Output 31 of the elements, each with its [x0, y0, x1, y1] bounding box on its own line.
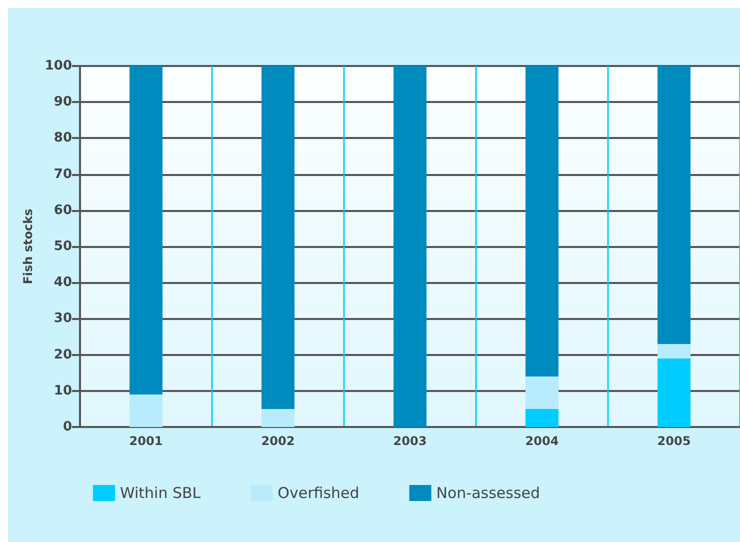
y-tick-label: 0 — [62, 420, 72, 434]
x-tick-label: 2002 — [261, 434, 295, 448]
bar — [526, 376, 558, 409]
bar — [394, 66, 426, 427]
bar — [658, 344, 690, 358]
y-tick-label: 70 — [54, 166, 72, 182]
y-tick-label: 60 — [54, 202, 72, 218]
y-tick-label: 30 — [54, 311, 72, 326]
y-tick-label: 100 — [44, 58, 72, 74]
x-tick-label: 2005 — [657, 434, 691, 448]
bar — [262, 408, 294, 427]
y-tick-label: 90 — [54, 94, 72, 110]
bar — [658, 358, 690, 427]
y-tick-label: 80 — [54, 130, 72, 146]
legend-label: Non-assessed — [436, 484, 540, 502]
y-tick-label: 20 — [54, 347, 72, 362]
bar — [130, 66, 162, 395]
x-tick-label: 2003 — [393, 434, 427, 448]
legend-label: Within SBL — [120, 484, 202, 502]
y-tick-label: 10 — [54, 383, 72, 398]
bar — [658, 66, 690, 344]
bar — [262, 66, 294, 409]
x-tick-label: 2001 — [129, 434, 163, 448]
y-tick-label: 40 — [54, 275, 72, 290]
y-axis-title: Fish stocks — [20, 208, 35, 284]
bar — [130, 394, 162, 427]
x-tick-label: 2004 — [525, 434, 559, 448]
bar — [526, 408, 558, 427]
legend-label: Overfished — [278, 484, 360, 502]
bar — [526, 66, 558, 376]
y-tick-label: 50 — [54, 239, 72, 254]
